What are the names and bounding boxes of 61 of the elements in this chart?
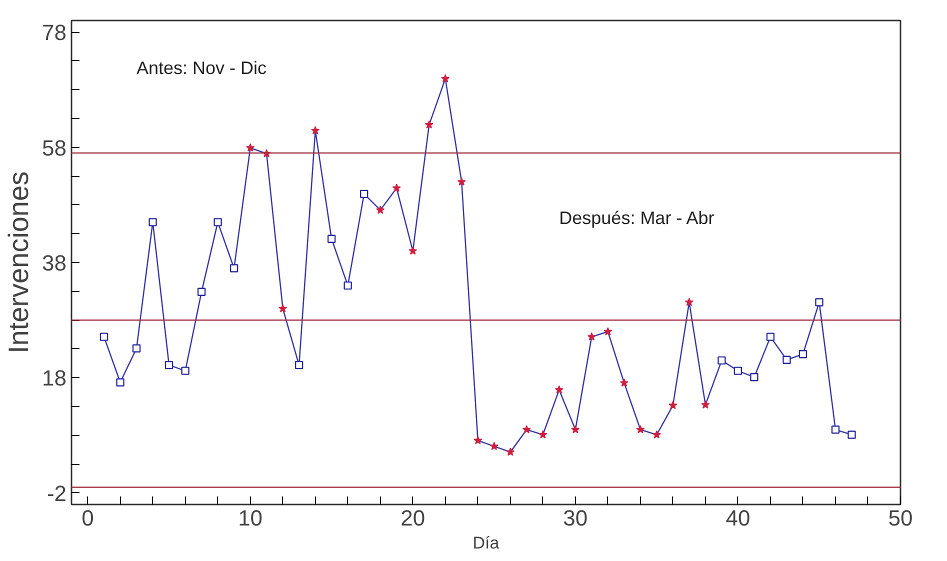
point (848, 430, 856, 439)
point (782, 356, 791, 364)
point (604, 327, 612, 336)
point (522, 425, 531, 434)
point (701, 400, 710, 409)
x-tick-label: 0 (82, 506, 94, 530)
point (164, 360, 174, 370)
point (554, 385, 564, 394)
point (538, 430, 548, 439)
point (344, 281, 352, 290)
point (571, 425, 580, 434)
point (831, 425, 840, 434)
point (734, 366, 742, 375)
point (327, 234, 336, 243)
point (311, 126, 320, 134)
point (408, 246, 418, 255)
point (246, 143, 255, 152)
point (587, 332, 596, 341)
point (392, 184, 401, 192)
point (766, 332, 775, 341)
x-tick-label: 30 (563, 506, 588, 530)
y-tick-label: -2 (46, 480, 66, 506)
point (474, 436, 482, 444)
x-tick-label: 40 (726, 506, 750, 530)
point (360, 190, 368, 198)
x-tick-label: 10 (238, 506, 263, 530)
point (424, 120, 434, 129)
point (294, 360, 304, 370)
x-tick-label: 20 (400, 506, 426, 530)
point (100, 332, 108, 341)
point (490, 442, 498, 450)
y-tick-label: 58 (42, 135, 67, 160)
point (197, 288, 206, 296)
point (684, 298, 694, 306)
point (506, 448, 515, 456)
point (214, 218, 222, 226)
point (148, 218, 157, 226)
annotation: Después: Mar - Abr (559, 208, 714, 228)
point (815, 298, 824, 306)
y-tick-label: 78 (42, 20, 67, 46)
point (132, 344, 141, 352)
point (116, 378, 124, 386)
point (636, 425, 645, 434)
annotation: Antes: Nov - Dic (136, 58, 267, 78)
x-tick-label: 50 (888, 506, 913, 530)
point (457, 177, 466, 186)
y-tick-label: 38 (42, 250, 67, 276)
point (718, 356, 726, 365)
y-tick-label: 18 (42, 366, 67, 391)
point (750, 373, 758, 382)
x-axis-title: Día (472, 534, 500, 552)
point (230, 264, 238, 272)
point (620, 378, 628, 387)
point (181, 366, 190, 375)
point (668, 400, 678, 410)
point (376, 206, 385, 214)
point (278, 304, 288, 312)
point (652, 430, 661, 439)
point (798, 350, 808, 358)
point (441, 74, 450, 82)
y-axis-title: Intervenciones (3, 171, 34, 354)
